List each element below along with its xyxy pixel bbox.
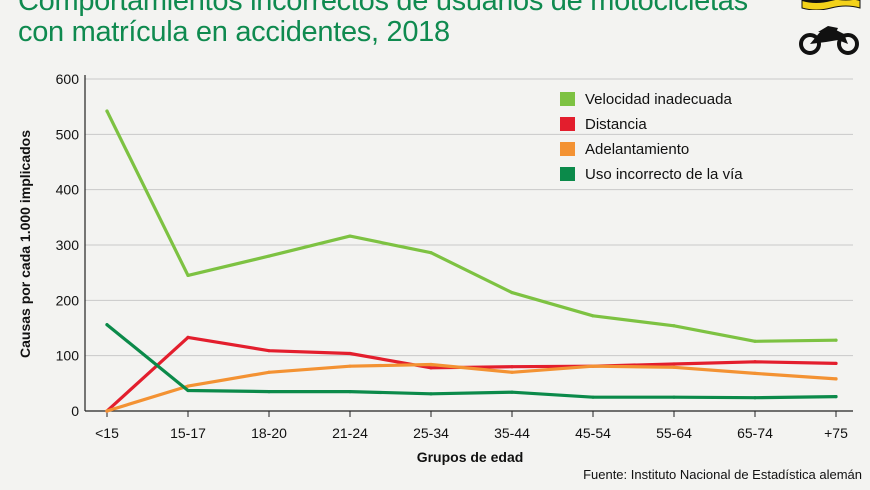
data-point xyxy=(672,395,676,399)
data-point xyxy=(834,338,838,342)
data-point xyxy=(510,370,514,374)
legend-swatch xyxy=(560,167,575,181)
data-point xyxy=(591,364,595,368)
data-point xyxy=(348,234,352,238)
data-point xyxy=(429,366,433,370)
x-tick-label: 45-54 xyxy=(575,425,611,441)
data-point xyxy=(591,314,595,318)
x-tick-label: 65-74 xyxy=(737,425,773,441)
data-point xyxy=(429,251,433,255)
series-line-3 xyxy=(105,362,838,413)
motorcycle-icon xyxy=(799,26,859,55)
data-point xyxy=(753,360,757,364)
data-point xyxy=(510,365,514,369)
x-tick-label: 35-44 xyxy=(494,425,530,441)
x-tick-label: +75 xyxy=(824,425,848,441)
series-line-1 xyxy=(105,109,838,343)
y-tick-label: 300 xyxy=(56,237,80,253)
data-point xyxy=(429,362,433,367)
data-point xyxy=(267,370,271,374)
data-point xyxy=(753,339,757,343)
x-tick-label: 18-20 xyxy=(251,425,287,441)
x-tick-label: <15 xyxy=(95,425,119,441)
legend-label: Distancia xyxy=(585,116,647,133)
data-point xyxy=(105,409,109,413)
data-point xyxy=(834,377,838,381)
data-point xyxy=(186,335,190,340)
data-point xyxy=(186,384,190,388)
legend-swatch xyxy=(560,117,575,131)
chart-title: Comportamientos incorrectos de usuarios … xyxy=(18,0,798,48)
x-tick-label: 21-24 xyxy=(332,425,368,441)
y-tick-label: 0 xyxy=(71,403,79,419)
x-tick-label: 15-17 xyxy=(170,425,206,441)
flag-icon xyxy=(801,0,861,10)
data-point xyxy=(267,390,271,394)
y-tick-label: 200 xyxy=(56,292,80,308)
data-point xyxy=(753,371,757,375)
data-point xyxy=(267,254,271,258)
y-tick-label: 600 xyxy=(56,71,80,87)
data-point xyxy=(348,390,352,394)
x-tick-label: 25-34 xyxy=(413,425,449,441)
y-tick-label: 100 xyxy=(56,348,80,364)
legend-swatch xyxy=(560,92,575,106)
legend-swatch xyxy=(560,142,575,156)
series-line-2 xyxy=(105,335,838,413)
legend-label: Velocidad inadecuada xyxy=(585,91,732,108)
data-point xyxy=(186,273,190,278)
data-point xyxy=(348,364,352,368)
x-axis-label: Grupos de edad xyxy=(417,449,524,465)
title-line-1: Comportamientos incorrectos de usuarios … xyxy=(18,0,748,17)
y-tick-label: 400 xyxy=(56,182,80,198)
legend-label: Adelantamiento xyxy=(585,141,689,158)
source-note: Fuente: Instituto Nacional de Estadístic… xyxy=(583,467,862,482)
y-axis-label: Causas por cada 1.000 implicados xyxy=(17,130,33,358)
y-tick-label: 500 xyxy=(56,126,80,142)
data-point xyxy=(672,362,676,366)
legend-label: Uso incorrecto de la vía xyxy=(585,166,743,183)
data-point xyxy=(672,324,676,328)
data-point xyxy=(105,109,109,113)
data-point xyxy=(510,290,514,295)
x-tick-label: 55-64 xyxy=(656,425,692,441)
data-point xyxy=(753,396,757,400)
data-point xyxy=(429,392,433,396)
title-line-2: con matrícula en accidentes, 2018 xyxy=(18,16,450,48)
data-point xyxy=(834,395,838,399)
data-point xyxy=(105,323,109,327)
data-point xyxy=(186,388,190,393)
series-line-4 xyxy=(105,323,838,400)
data-point xyxy=(348,351,352,356)
data-point xyxy=(834,361,838,366)
data-point xyxy=(510,390,514,394)
data-point xyxy=(672,365,676,369)
data-point xyxy=(591,395,595,399)
data-point xyxy=(267,349,271,353)
